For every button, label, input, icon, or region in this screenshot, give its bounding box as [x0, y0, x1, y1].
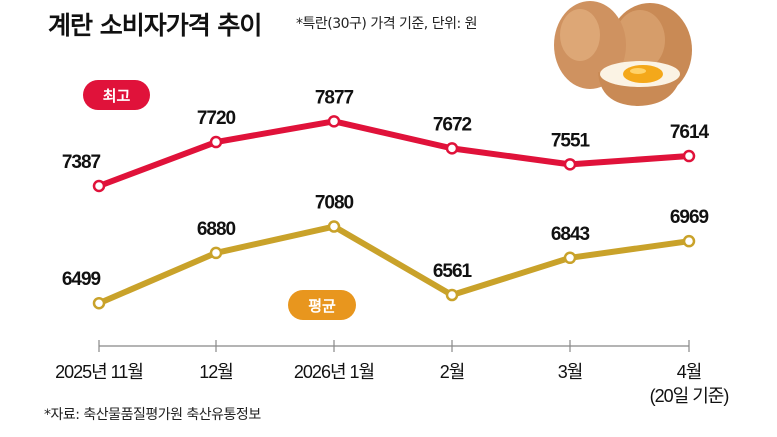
x-tick-label: 2025년 11월 — [55, 362, 143, 382]
legend-average-label: 평균 — [308, 297, 336, 315]
data-label: 7080 — [315, 193, 354, 214]
x-tick-label: 2026년 1월 — [294, 362, 374, 382]
data-point — [92, 296, 106, 310]
data-label: 7672 — [433, 114, 472, 135]
data-label: 6499 — [62, 269, 101, 290]
data-label: 6969 — [670, 207, 709, 228]
data-point — [563, 251, 577, 265]
chart-title: 계란 소비자가격 추이 — [48, 11, 262, 40]
chart-subtitle: *특란(30구) 가격 기준, 단위: 원 — [296, 16, 478, 32]
data-label: 6561 — [433, 261, 473, 282]
series-line-average — [97, 223, 690, 306]
data-label: 6880 — [197, 219, 236, 240]
data-label: 7387 — [62, 152, 101, 173]
data-label: 7720 — [197, 108, 236, 129]
legend-average-badge — [288, 290, 356, 320]
legend-max: 최고 — [83, 80, 150, 110]
data-label: 7877 — [315, 87, 354, 108]
data-point — [209, 135, 223, 149]
legend-max-badge — [83, 80, 150, 110]
data-point — [327, 220, 341, 233]
legend-average: 평균 — [288, 290, 356, 320]
x-tick-note: (20일 기준) — [650, 386, 729, 406]
data-point — [327, 115, 341, 128]
data-point — [92, 179, 106, 193]
data-point — [445, 142, 459, 155]
x-tick-label: 2월 — [440, 362, 465, 382]
data-point — [209, 246, 223, 260]
data-point — [445, 288, 459, 302]
data-label: 6843 — [551, 224, 590, 245]
data-point — [563, 158, 577, 171]
source-note: *자료: 축산물품질평가원 축산유통정보 — [44, 407, 261, 423]
x-tick-label: 4월 — [677, 362, 702, 382]
legend-max-label: 최고 — [103, 87, 131, 105]
x-tick-label: 12월 — [199, 362, 233, 382]
data-point — [682, 234, 696, 248]
data-label: 7551 — [551, 130, 591, 151]
x-tick-label: 3월 — [558, 362, 583, 382]
data-label: 7614 — [670, 122, 710, 143]
series-line-max — [97, 118, 690, 189]
data-point — [682, 149, 696, 163]
